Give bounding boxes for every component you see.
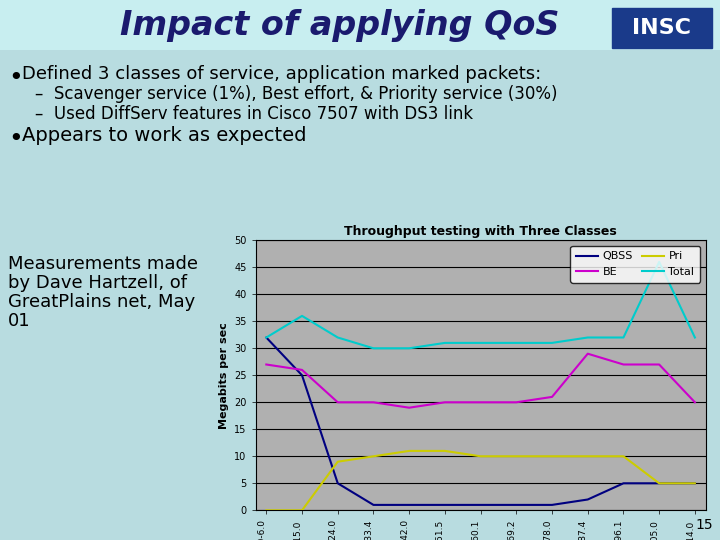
- Bar: [612, 8, 712, 48]
- Text: Appears to work as expected: Appears to work as expected: [22, 126, 307, 145]
- Text: 01: 01: [8, 312, 31, 330]
- Text: Impact of applying QoS: Impact of applying QoS: [120, 9, 559, 42]
- Text: Defined 3 classes of service, application marked packets:: Defined 3 classes of service, applicatio…: [22, 65, 541, 83]
- Text: Measurements made: Measurements made: [8, 255, 198, 273]
- Y-axis label: Megabits per sec: Megabits per sec: [218, 322, 228, 429]
- Text: GreatPlains net, May: GreatPlains net, May: [8, 293, 195, 311]
- Text: 15: 15: [696, 518, 713, 532]
- Text: –  Scavenger service (1%), Best effort, & Priority service (30%): – Scavenger service (1%), Best effort, &…: [35, 85, 557, 103]
- Legend: QBSS, BE, Pri, Total: QBSS, BE, Pri, Total: [570, 246, 700, 282]
- Title: Throughput testing with Three Classes: Throughput testing with Three Classes: [344, 225, 617, 238]
- Text: –  Used DiffServ features in Cisco 7507 with DS3 link: – Used DiffServ features in Cisco 7507 w…: [35, 105, 473, 123]
- Text: INSC: INSC: [632, 18, 691, 38]
- Text: •: •: [8, 66, 23, 90]
- Bar: [0, 0, 720, 50]
- Text: by Dave Hartzell, of: by Dave Hartzell, of: [8, 274, 187, 292]
- Text: •: •: [8, 127, 23, 151]
